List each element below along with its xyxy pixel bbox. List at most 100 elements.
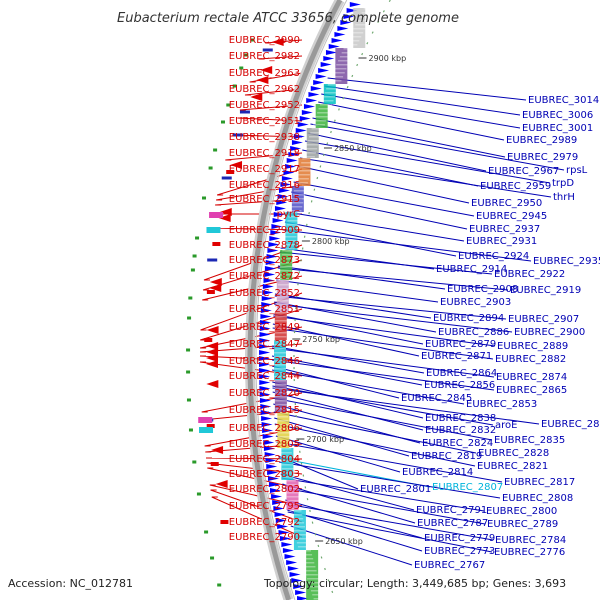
annotation-stripe: [278, 440, 291, 442]
annotation-stripe: [277, 284, 290, 286]
right-gene-label: EUBREC_2907: [508, 314, 579, 325]
forward-gene-arrow: [260, 314, 272, 319]
forward-gene-arrow: [293, 584, 305, 589]
map-title: Eubacterium rectale ATCC 33656, complete…: [117, 11, 459, 26]
annotation-stripe: [295, 538, 308, 540]
annotation-stripe: [301, 162, 314, 164]
right-gene-label: EUBREC_2871: [421, 351, 492, 362]
gene-mark: [207, 258, 218, 262]
forward-gene-arrow: [325, 50, 337, 55]
forward-gene-arrow: [259, 362, 271, 367]
right-leader-line: [271, 369, 465, 405]
annotation-stripe: [274, 348, 287, 350]
right-leader-line: [276, 441, 503, 483]
rna-mark: [202, 196, 207, 200]
scale-ticks: 2900 kbp 2850 kbp 2800 kbp 2750 kbp 2700 kbp…: [292, 54, 406, 546]
annotation-stripe: [307, 140, 320, 142]
right-leader-line: [272, 387, 540, 425]
left-gene-label: EUBREC_2805: [229, 439, 300, 450]
left-gene-label: EUBREC_2849: [229, 322, 300, 333]
annotation-stripe: [277, 428, 290, 430]
forward-gene-arrow: [299, 116, 311, 121]
gene-mark: [221, 176, 232, 180]
annotation-stripe: [353, 28, 366, 30]
forward-gene-arrow: [328, 44, 340, 49]
annotation-stripe: [276, 424, 289, 426]
right-gene-label: EUBREC_2845: [401, 393, 472, 404]
annotation-stripe: [338, 60, 351, 62]
right-gene-label: EUBREC_2903: [440, 297, 511, 308]
forward-gene-arrow: [268, 476, 280, 481]
annotation-block: [291, 186, 304, 212]
right-leader-line: [272, 327, 494, 360]
right-gene-labels: EUBREC_3014EUBREC_3006EUBREC_3001EUBREC_…: [360, 95, 600, 571]
forward-gene-arrow: [295, 590, 307, 595]
reverse-gene-arrow: [206, 342, 219, 350]
annotation-stripe: [286, 496, 299, 498]
right-leader-line: [272, 397, 493, 441]
annotation-stripe: [276, 296, 289, 298]
reverse-gene-mark: [210, 462, 219, 466]
annotation-stripe: [276, 300, 289, 302]
rna-mark: [188, 296, 193, 300]
annotation-stripe: [274, 388, 287, 390]
annotation-stripe: [351, 32, 364, 34]
right-leader-line: [282, 483, 416, 524]
right-gene-label: EUBREC_2856: [424, 380, 495, 391]
forward-gene-arrow: [318, 68, 330, 73]
right-gene-label: EUBREC_2832: [425, 425, 496, 436]
forward-gene-arrow: [340, 20, 352, 25]
right-leader-line: [272, 345, 425, 374]
rna-mark: [192, 460, 197, 464]
annotation-stripe: [324, 92, 337, 94]
annotation-stripe: [305, 574, 318, 576]
right-gene-label: EUBREC_2967: [488, 166, 559, 177]
annotation-stripe: [280, 460, 293, 462]
reverse-gene-arrow: [211, 446, 224, 454]
right-leader-line: [286, 503, 494, 541]
forward-gene-arrow: [280, 182, 292, 187]
annotation-stripe: [289, 210, 302, 212]
annotation-stripe: [363, 8, 376, 10]
forward-gene-arrow: [284, 554, 296, 559]
annotation-stripe: [303, 566, 316, 568]
forward-gene-arrow: [259, 326, 271, 331]
forward-gene-arrow: [297, 122, 309, 127]
left-gene-label: EUBREC_2909: [229, 225, 300, 236]
right-gene-label: EUBREC_2819: [411, 451, 482, 462]
right-leader-line: [291, 191, 468, 230]
right-leader-line: [283, 487, 486, 525]
forward-gene-arrow: [274, 512, 286, 517]
right-gene-label: EUBREC_2787: [417, 518, 488, 529]
annotation-stripe: [309, 586, 322, 588]
right-gene-label: rpsL: [566, 165, 588, 176]
topology-text: Topology: circular; Length: 3,449,685 bp…: [263, 577, 566, 590]
left-gene-label: EUBREC_2815: [229, 405, 300, 416]
annotation-stripe: [275, 308, 288, 310]
right-leader-line: [287, 511, 493, 553]
backbone-inner-edge: [255, 0, 348, 600]
left-gene-labels: EUBREC_2990 EUBREC_2982 EUBREC_2963 EUBREC_…: [229, 35, 300, 543]
forward-gene-arrow: [291, 578, 303, 583]
left-leader-line: [199, 361, 303, 377]
forward-gene-arrow: [271, 224, 283, 229]
forward-gene-arrow: [276, 200, 288, 205]
feature-block: [206, 227, 221, 233]
left-gene-label: EUBREC_2802: [229, 484, 300, 495]
annotation-stripe: [283, 480, 296, 482]
forward-gene-arrow: [273, 506, 285, 511]
forward-gene-arrow: [301, 110, 313, 115]
forward-gene-arrow: [259, 356, 271, 361]
annotation-stripe: [288, 504, 301, 506]
left-gene-label: EUBREC_2806: [229, 423, 300, 434]
right-gene-label: EUBREC_2919: [510, 285, 581, 296]
right-gene-label: EUBREC_2821: [477, 461, 548, 472]
reverse-gene-mark: [226, 170, 235, 174]
annotation-stripe: [349, 36, 362, 38]
reverse-gene-mark: [220, 520, 229, 524]
annotation-stripe: [282, 472, 295, 474]
annotation-block: [323, 84, 336, 104]
annotation-stripe: [301, 558, 314, 560]
right-leader-line: [299, 157, 552, 198]
